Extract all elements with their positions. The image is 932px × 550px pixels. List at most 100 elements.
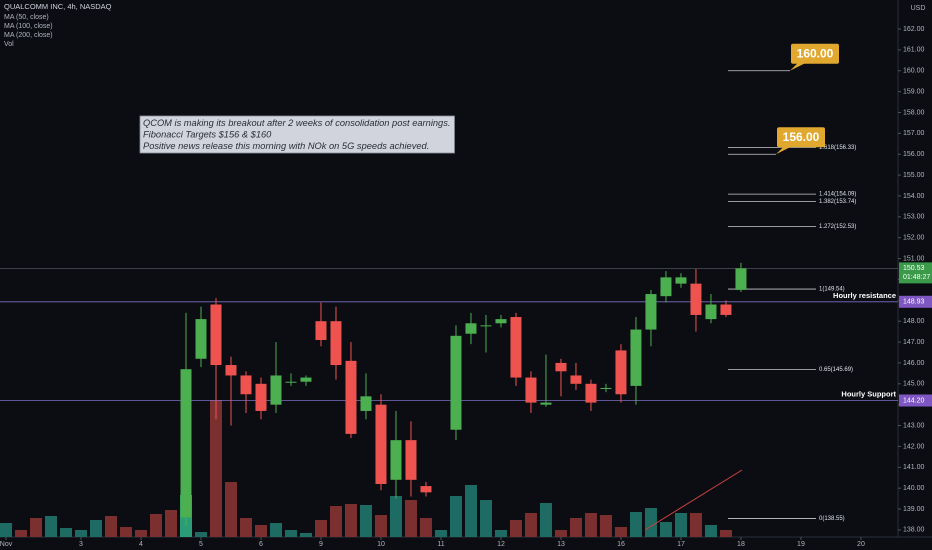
- x-tick-label: 5: [199, 541, 203, 548]
- volume-bar: [464, 485, 477, 537]
- y-tick-label: 142.00: [903, 443, 925, 450]
- volume-bar: [674, 513, 687, 537]
- volume-bar: [629, 512, 642, 537]
- volume-bar: [539, 503, 552, 537]
- volume-bar: [479, 500, 492, 537]
- candle-body: [675, 277, 687, 284]
- x-tick-label: 13: [557, 541, 565, 548]
- candle-body: [330, 321, 342, 366]
- volume-bar: [89, 520, 102, 537]
- symbol-title: QUALCOMM INC, 4h, NASDAQ: [4, 2, 112, 11]
- y-tick-label: 139.00: [903, 506, 925, 513]
- y-tick-label: 147.00: [903, 339, 925, 346]
- volume-bar: [494, 530, 507, 537]
- indicator-label: MA (100, close): [4, 23, 53, 30]
- y-tick-label: 158.00: [903, 109, 925, 116]
- x-tick-label: Nov: [0, 541, 13, 548]
- trend-line: [644, 469, 743, 531]
- volume-bar: [554, 530, 567, 537]
- volume-bar: [689, 513, 702, 537]
- candle-body: [690, 283, 702, 315]
- volume-bar: [239, 518, 252, 537]
- volume-bar: [299, 533, 312, 537]
- x-tick-label: 11: [437, 541, 444, 548]
- indicator-label: MA (50, close): [4, 14, 49, 21]
- fib-label: 0(138.55): [819, 516, 845, 522]
- candle-body: [645, 294, 657, 330]
- y-tick-label: 154.00: [903, 193, 925, 200]
- volume-bar: [374, 515, 387, 537]
- level-box: [899, 394, 932, 407]
- candle-body: [345, 360, 357, 434]
- y-tick-label: 148.00: [903, 318, 925, 325]
- axis-layer: 138.00 139.00 140.00 141.00 142.00 143.00 144.…: [0, 26, 932, 548]
- y-tick-label: 145.00: [903, 381, 925, 388]
- y-tick-label: 159.00: [903, 88, 925, 95]
- level-price-label: 144.20: [903, 397, 925, 404]
- volume-bar: [344, 504, 357, 537]
- candle-body: [225, 365, 237, 376]
- candle-body: [540, 402, 552, 405]
- last-price-box: [899, 262, 932, 284]
- volume-bar: [404, 500, 417, 537]
- note-line: QCOM is making its breakout after 2 week…: [143, 118, 450, 128]
- volume-bar: [224, 482, 237, 537]
- candle-body: [570, 375, 582, 384]
- candle-body: [240, 375, 252, 395]
- volume-bar: [134, 530, 147, 537]
- candle-body: [525, 377, 537, 403]
- candle-body: [270, 375, 282, 405]
- volume-bar: [599, 515, 612, 537]
- y-tick-label: 143.00: [903, 422, 925, 429]
- x-tick-label: 20: [857, 541, 865, 548]
- target-box: [791, 43, 839, 64]
- y-tick-label: 141.00: [903, 464, 925, 471]
- candle-body: [360, 396, 372, 411]
- volume-bar: [389, 496, 402, 537]
- y-tick-label: 146.00: [903, 360, 925, 367]
- volume-bar: [194, 532, 207, 537]
- target-box: [777, 127, 825, 148]
- fib-label: 1.618(156.33): [819, 145, 856, 151]
- note-line: Fibonacci Targets $156 & $160: [143, 129, 272, 139]
- volume-bar: [644, 508, 657, 537]
- y-tick-label: 152.00: [903, 235, 925, 242]
- volume-bar: [314, 520, 327, 537]
- volume-bar: [74, 530, 87, 537]
- indicator-label: Vol: [4, 41, 14, 48]
- y-tick-label: 151.00: [903, 255, 925, 262]
- candle-body: [630, 329, 642, 386]
- candle-body: [405, 440, 417, 480]
- candle-body: [195, 319, 207, 359]
- candle-body: [390, 440, 402, 480]
- candle-body: [615, 350, 627, 395]
- candle-body: [375, 404, 387, 484]
- volume-bar: [254, 525, 267, 537]
- volume-bar: [29, 518, 42, 537]
- level-price-label: 148.93: [903, 299, 925, 306]
- target-pointer: [790, 62, 806, 71]
- volume-bar: [329, 506, 342, 537]
- candle-body: [450, 335, 462, 430]
- volume-bar: [419, 518, 432, 537]
- y-tick-label: 140.00: [903, 485, 925, 492]
- target-label: 160.00: [797, 46, 834, 60]
- volume-bar: [269, 523, 282, 537]
- y-tick-label: 155.00: [903, 172, 925, 179]
- y-tick-label: 156.00: [903, 151, 925, 158]
- candle-body: [510, 317, 522, 378]
- last-price-label: 150.53: [903, 265, 925, 272]
- candle-body: [285, 381, 297, 383]
- line-layer: [0, 146, 898, 519]
- candle-body: [315, 321, 327, 340]
- candle-body: [465, 323, 477, 334]
- target-label: 156.00: [783, 130, 820, 144]
- volume-bar: [584, 513, 597, 537]
- y-tick-label: 161.00: [903, 47, 925, 54]
- volume-bar: [0, 523, 12, 537]
- volume-bar: [509, 520, 522, 537]
- candle-body: [660, 277, 672, 297]
- candle-body: [720, 304, 732, 315]
- candle-body: [495, 319, 507, 324]
- candle-body: [585, 383, 597, 403]
